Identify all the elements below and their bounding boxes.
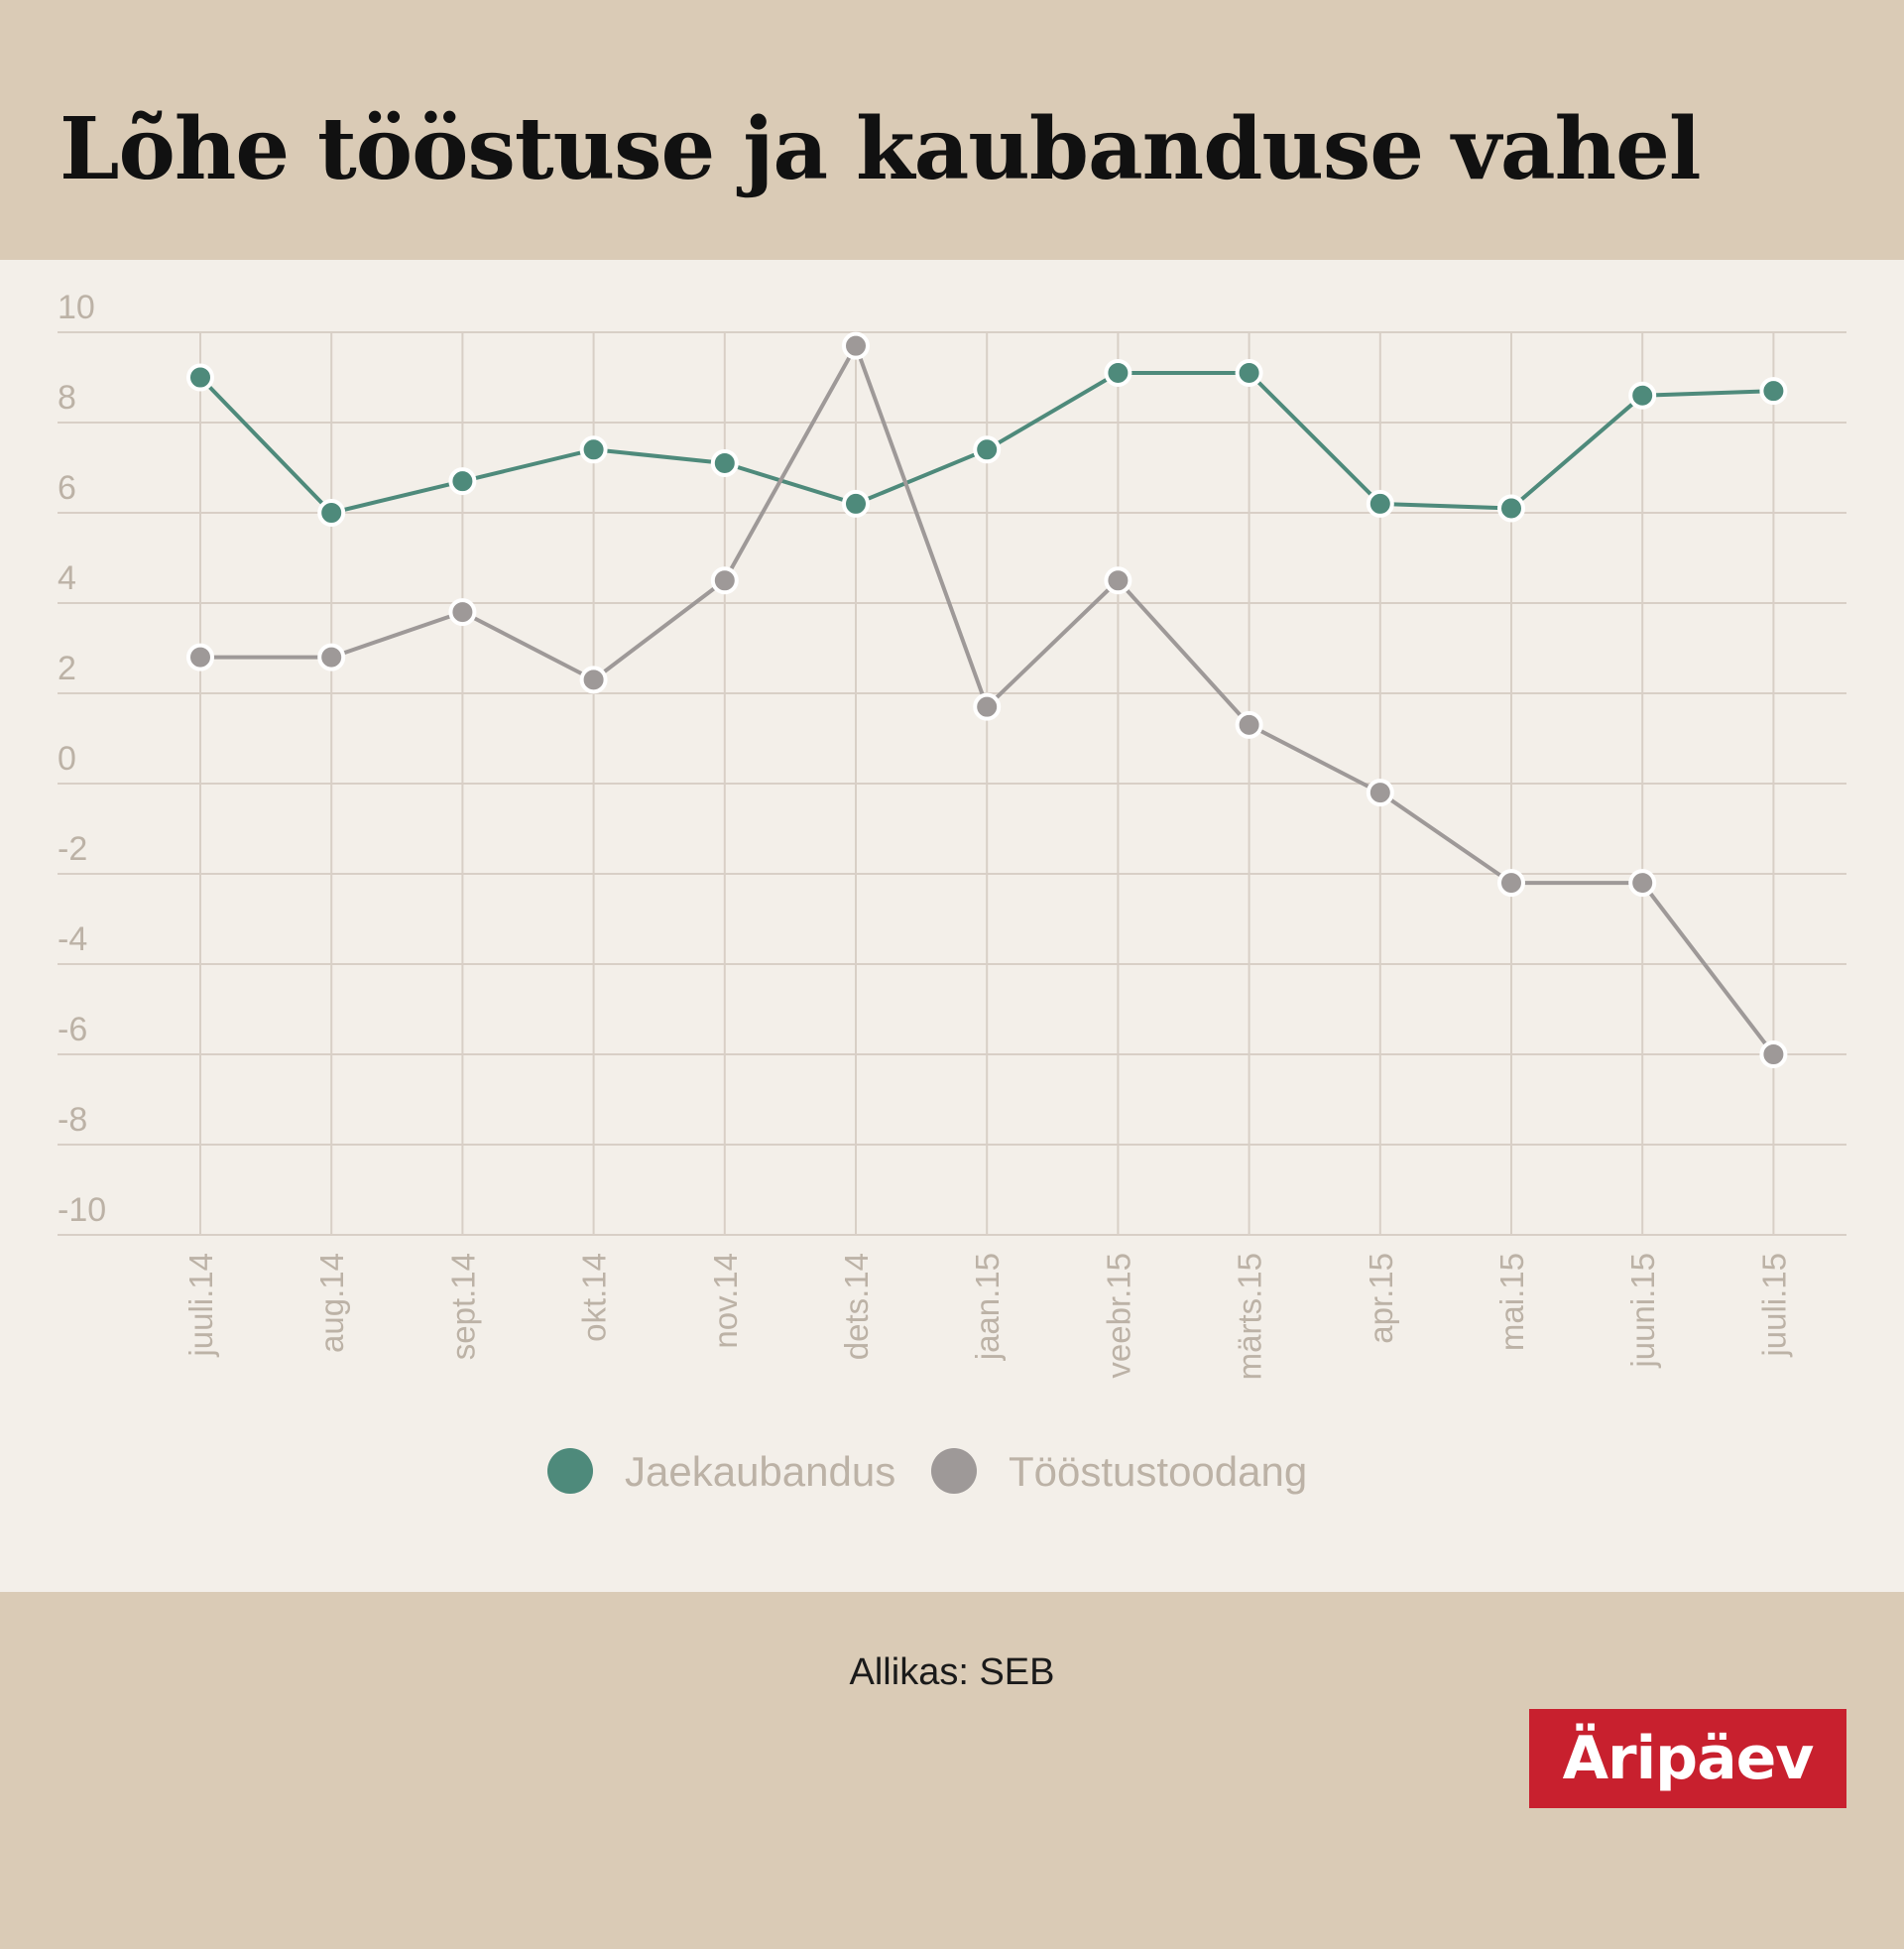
data-point[interactable]	[710, 566, 739, 595]
data-point[interactable]	[973, 692, 1002, 721]
y-tick-label: -4	[58, 920, 87, 958]
x-tick-label: okt.14	[576, 1253, 613, 1342]
y-tick-label: 6	[58, 469, 76, 507]
data-point[interactable]	[973, 435, 1002, 464]
data-point[interactable]	[448, 598, 477, 627]
x-tick-label: mai.15	[1493, 1253, 1530, 1351]
data-point[interactable]	[1497, 494, 1525, 523]
x-tick-label: juuni.15	[1624, 1253, 1661, 1369]
chart-plot-area: 10 8 6 4 2 0 -2 -4 -6 -8 -10 juuli.14 aug.14 sept.14 o…	[0, 260, 1904, 1592]
y-tick-label: 4	[58, 559, 76, 597]
y-tick-label: -2	[58, 830, 87, 868]
data-point[interactable]	[1759, 1040, 1788, 1068]
y-tick-label: -10	[58, 1191, 106, 1229]
aripaev-logo: Äripäev	[1529, 1709, 1846, 1808]
data-point[interactable]	[1628, 869, 1657, 898]
source-note: Allikas: SEB	[849, 1651, 1055, 1693]
data-point[interactable]	[842, 489, 870, 518]
x-tick-label: veebr.15	[1100, 1253, 1136, 1379]
data-point[interactable]	[710, 448, 739, 477]
chart-title: Lõhe tööstuse ja kaubanduse vahel	[60, 99, 1702, 199]
data-point[interactable]	[1104, 566, 1132, 595]
data-point[interactable]	[1366, 779, 1394, 807]
data-point[interactable]	[186, 643, 214, 671]
x-tick-label: juuli.14	[182, 1253, 219, 1358]
data-point[interactable]	[1497, 869, 1525, 898]
legend-marker-icon[interactable]	[931, 1448, 977, 1494]
data-point[interactable]	[1366, 489, 1394, 518]
y-tick-label: -6	[58, 1011, 87, 1048]
x-tick-label: jaan.15	[969, 1253, 1006, 1361]
line-chart: 10 8 6 4 2 0 -2 -4 -6 -8 -10 juuli.14 aug.14 sept.14 o…	[58, 289, 1846, 1495]
x-tick-label: juuli.15	[1755, 1253, 1792, 1358]
x-tick-label: märts.15	[1232, 1253, 1268, 1380]
data-point[interactable]	[579, 435, 608, 464]
data-point[interactable]	[1759, 377, 1788, 406]
data-point[interactable]	[1235, 358, 1263, 387]
legend-label[interactable]: Jaekaubandus	[625, 1448, 895, 1495]
data-point[interactable]	[317, 643, 346, 671]
x-tick-label: nov.14	[707, 1253, 744, 1349]
x-tick-label: apr.15	[1363, 1253, 1399, 1344]
data-point[interactable]	[186, 363, 214, 392]
legend-label[interactable]: Tööstustoodang	[1009, 1448, 1307, 1495]
data-point[interactable]	[448, 467, 477, 496]
x-tick-label: aug.14	[313, 1253, 350, 1353]
y-tick-label: 10	[58, 289, 95, 326]
x-tick-label: sept.14	[444, 1253, 481, 1360]
y-tick-label: 0	[58, 740, 76, 778]
y-tick-label: 8	[58, 379, 76, 417]
x-tick-label: dets.14	[838, 1253, 875, 1360]
data-point[interactable]	[1104, 358, 1132, 387]
data-point[interactable]	[1235, 710, 1263, 739]
y-tick-label: -8	[58, 1101, 87, 1139]
y-tick-label: 2	[58, 650, 76, 687]
data-point[interactable]	[317, 499, 346, 527]
chart-footer: Allikas: SEB Äripäev	[0, 1592, 1904, 1949]
data-point[interactable]	[842, 331, 870, 360]
legend-marker-icon[interactable]	[547, 1448, 593, 1494]
chart-header: Lõhe tööstuse ja kaubanduse vahel	[0, 0, 1904, 260]
data-point[interactable]	[1628, 381, 1657, 410]
data-point[interactable]	[579, 666, 608, 694]
